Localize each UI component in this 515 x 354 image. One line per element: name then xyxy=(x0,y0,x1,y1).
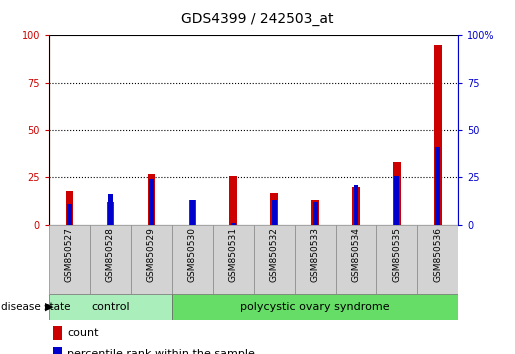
Text: GSM850529: GSM850529 xyxy=(147,227,156,282)
Bar xyxy=(188,200,196,225)
Text: GSM850530: GSM850530 xyxy=(188,227,197,282)
Bar xyxy=(66,191,73,225)
Bar xyxy=(53,347,62,354)
Text: ▶: ▶ xyxy=(45,302,54,312)
Bar xyxy=(231,223,236,225)
Bar xyxy=(417,225,458,294)
Text: percentile rank within the sample: percentile rank within the sample xyxy=(67,349,255,354)
Bar xyxy=(353,185,358,225)
Bar xyxy=(190,200,195,225)
Bar xyxy=(148,174,155,225)
Bar xyxy=(230,176,237,225)
Text: control: control xyxy=(91,302,130,312)
Text: count: count xyxy=(67,328,99,338)
Bar xyxy=(49,35,458,225)
Bar xyxy=(312,200,319,225)
Bar xyxy=(352,187,359,225)
Text: GDS4399 / 242503_at: GDS4399 / 242503_at xyxy=(181,12,334,27)
Text: GSM850533: GSM850533 xyxy=(311,227,319,282)
Bar xyxy=(295,225,336,294)
Bar xyxy=(393,162,401,225)
Bar xyxy=(90,225,131,294)
Bar xyxy=(253,225,295,294)
Bar xyxy=(49,225,90,294)
Bar xyxy=(336,225,376,294)
Text: polycystic ovary syndrome: polycystic ovary syndrome xyxy=(240,302,390,312)
Text: GSM850528: GSM850528 xyxy=(106,227,115,282)
Bar xyxy=(67,204,72,225)
Bar xyxy=(213,225,253,294)
Text: GSM850535: GSM850535 xyxy=(392,227,401,282)
Text: GSM850527: GSM850527 xyxy=(65,227,74,282)
Bar xyxy=(53,326,62,340)
Bar xyxy=(376,225,417,294)
Bar xyxy=(108,194,113,225)
Bar xyxy=(171,225,213,294)
Bar xyxy=(107,202,114,225)
Bar xyxy=(271,200,277,225)
Text: GSM850536: GSM850536 xyxy=(434,227,442,282)
Bar xyxy=(434,45,441,225)
Bar xyxy=(270,193,278,225)
Bar xyxy=(313,202,318,225)
Bar xyxy=(171,294,458,320)
Text: GSM850534: GSM850534 xyxy=(352,227,360,282)
Bar xyxy=(131,225,171,294)
Text: GSM850532: GSM850532 xyxy=(270,227,279,282)
Bar xyxy=(435,147,440,225)
Bar xyxy=(394,176,400,225)
Bar xyxy=(149,179,154,225)
Bar xyxy=(49,294,171,320)
Text: disease state: disease state xyxy=(1,302,71,312)
Text: GSM850531: GSM850531 xyxy=(229,227,237,282)
